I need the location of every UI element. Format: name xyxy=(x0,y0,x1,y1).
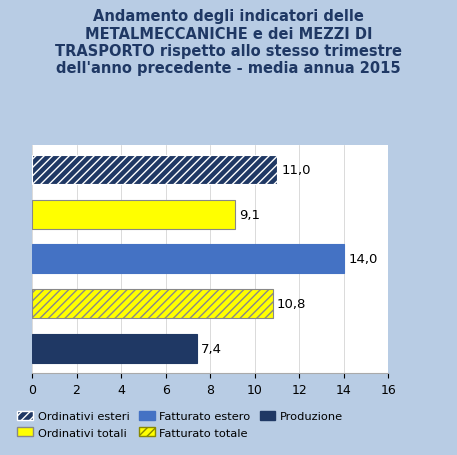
Text: Andamento degli indicatori delle
METALMECCANICHE e dei MEZZI DI
TRASPORTO rispet: Andamento degli indicatori delle METALME… xyxy=(55,9,402,76)
Bar xyxy=(32,200,235,229)
Bar xyxy=(32,245,344,274)
Text: 9,1: 9,1 xyxy=(239,208,260,222)
Bar xyxy=(32,156,277,185)
Bar xyxy=(32,289,272,318)
Bar xyxy=(32,334,197,363)
Text: 10,8: 10,8 xyxy=(277,297,307,310)
Text: 7,4: 7,4 xyxy=(202,342,222,355)
Text: 14,0: 14,0 xyxy=(348,253,378,266)
Text: 11,0: 11,0 xyxy=(282,164,311,177)
Legend: Ordinativi esteri, Ordinativi totali, Fatturato estero, Fatturato totale, Produz: Ordinativi esteri, Ordinativi totali, Fa… xyxy=(13,406,348,442)
